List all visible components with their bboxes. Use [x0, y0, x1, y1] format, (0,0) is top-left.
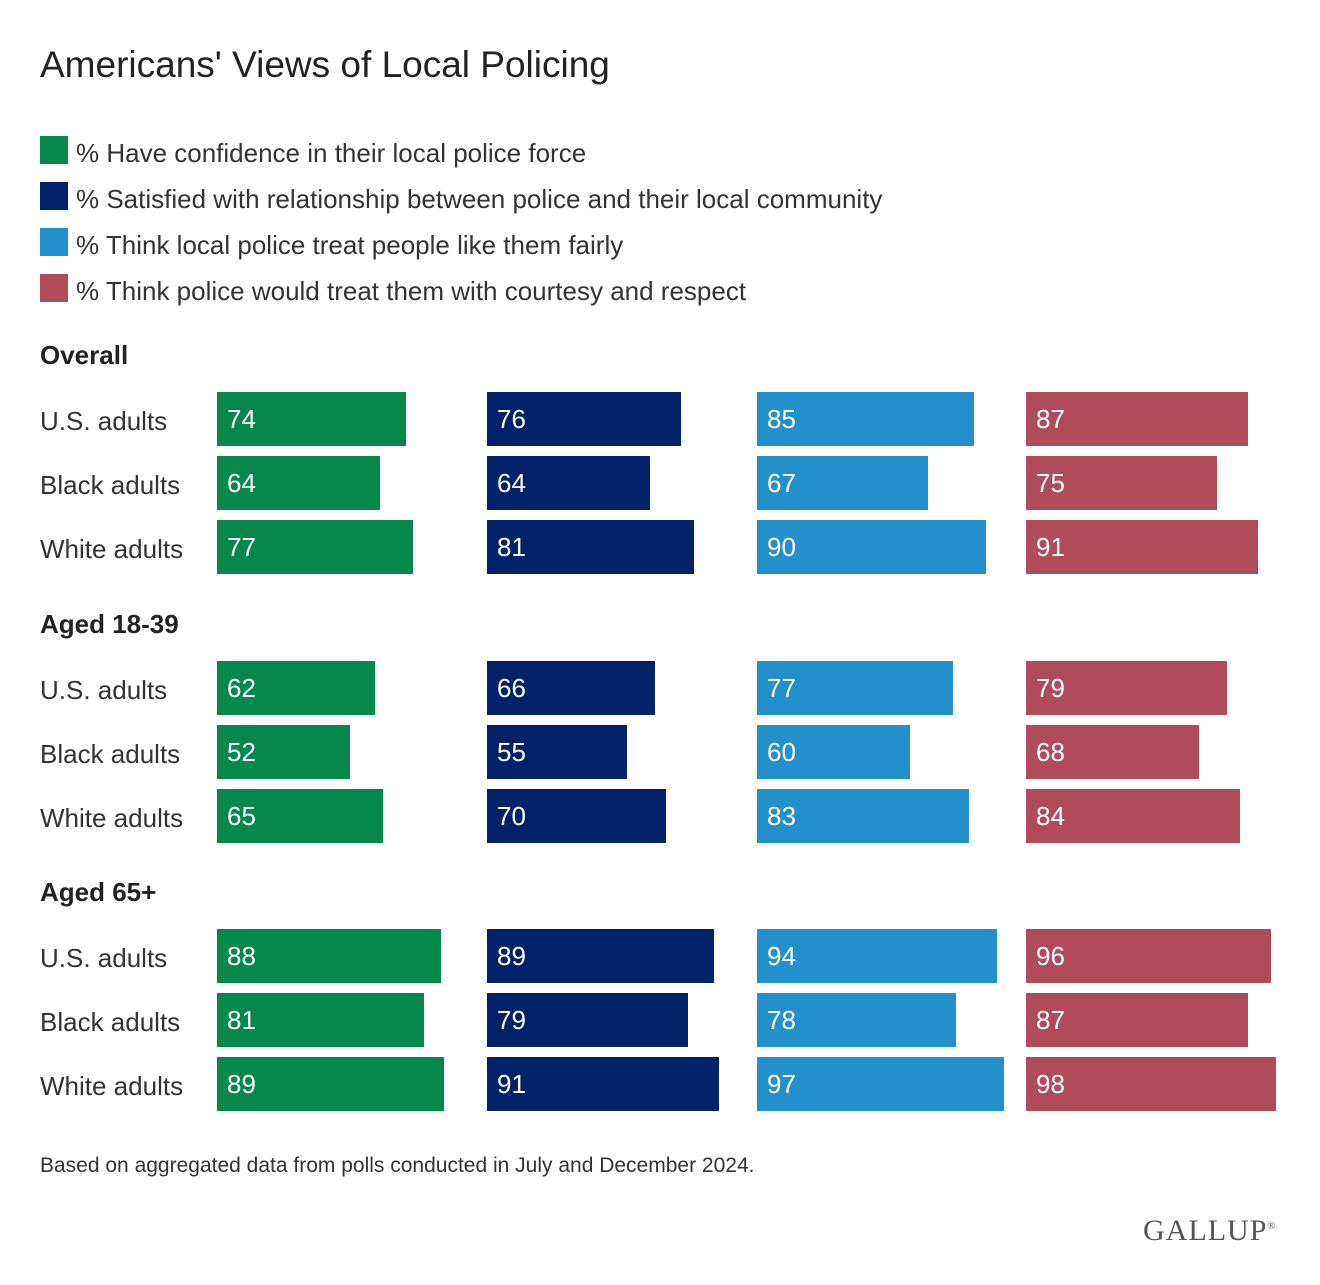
- logo-text: GALLUP: [1143, 1214, 1268, 1247]
- bar: 77: [757, 661, 953, 715]
- bar: 89: [217, 1057, 444, 1111]
- bar-value-label: 89: [227, 1069, 256, 1099]
- bar: 96: [1026, 929, 1271, 983]
- bar: 77: [217, 520, 413, 574]
- bar: 84: [1026, 789, 1240, 843]
- bar-value-label: 83: [767, 801, 796, 831]
- bar: 60: [757, 725, 910, 779]
- bar-value-label: 88: [227, 941, 256, 971]
- bar-value-label: 79: [1036, 673, 1065, 703]
- bar-value-label: 66: [497, 673, 526, 703]
- bar-value-label: 94: [767, 941, 796, 971]
- bar: 81: [217, 993, 424, 1047]
- bar-value-label: 55: [497, 737, 526, 767]
- legend-swatch: [40, 136, 68, 164]
- chart-title: Americans' Views of Local Policing: [40, 44, 610, 85]
- bar-value-label: 91: [1036, 532, 1065, 562]
- bar-value-label: 62: [227, 673, 256, 703]
- bar: 67: [757, 456, 928, 510]
- legend-label: % Satisfied with relationship between po…: [76, 184, 883, 214]
- bar: 94: [757, 929, 997, 983]
- bar: 85: [757, 392, 974, 446]
- row-label: U.S. adults: [40, 406, 168, 436]
- legend-label: % Have confidence in their local police …: [76, 138, 587, 168]
- bar-value-label: 91: [497, 1069, 526, 1099]
- bar-value-label: 64: [497, 468, 526, 498]
- group-title: Overall: [40, 340, 129, 370]
- bar-value-label: 84: [1036, 801, 1065, 831]
- bar-value-label: 60: [767, 737, 796, 767]
- bar-value-label: 75: [1036, 468, 1065, 498]
- bar-value-label: 81: [227, 1005, 256, 1035]
- bar-value-label: 67: [767, 468, 796, 498]
- gallup-logo: GALLUP®: [1143, 1214, 1276, 1248]
- bar-value-label: 98: [1036, 1069, 1065, 1099]
- bar-value-label: 77: [227, 532, 256, 562]
- legend-label: % Think local police treat people like t…: [76, 230, 624, 260]
- bar: 83: [757, 789, 969, 843]
- bar-value-label: 52: [227, 737, 256, 767]
- row-label: U.S. adults: [40, 943, 168, 973]
- bar: 97: [757, 1057, 1004, 1111]
- bar: 64: [217, 456, 380, 510]
- bar: 68: [1026, 725, 1199, 779]
- bar: 76: [487, 392, 681, 446]
- bar: 81: [487, 520, 694, 574]
- source-note: Based on aggregated data from polls cond…: [40, 1154, 755, 1177]
- bar-value-label: 97: [767, 1069, 796, 1099]
- bar: 89: [487, 929, 714, 983]
- bar-value-label: 74: [227, 404, 256, 434]
- row-label: Black adults: [40, 470, 181, 500]
- row-label: Black adults: [40, 1007, 181, 1037]
- bar: 91: [487, 1057, 719, 1111]
- bar: 90: [757, 520, 986, 574]
- bar: 65: [217, 789, 383, 843]
- bar-value-label: 70: [497, 801, 526, 831]
- bar-value-label: 78: [767, 1005, 796, 1035]
- bar-value-label: 85: [767, 404, 796, 434]
- row-label: U.S. adults: [40, 675, 168, 705]
- legend-swatch: [40, 274, 68, 302]
- group-title: Aged 65+: [40, 877, 157, 907]
- bar: 52: [217, 725, 350, 779]
- bar: 91: [1026, 520, 1258, 574]
- bar-value-label: 76: [497, 404, 526, 434]
- bar: 62: [217, 661, 375, 715]
- bar: 75: [1026, 456, 1217, 510]
- legend-label: % Think police would treat them with cou…: [76, 276, 747, 306]
- group-title: Aged 18-39: [40, 609, 179, 639]
- bar: 79: [1026, 661, 1227, 715]
- bar: 78: [757, 993, 956, 1047]
- bar-value-label: 65: [227, 801, 256, 831]
- row-label: White adults: [40, 1071, 184, 1101]
- bar: 88: [217, 929, 441, 983]
- bar: 70: [487, 789, 666, 843]
- registered-mark: ®: [1267, 1221, 1276, 1232]
- bar: 55: [487, 725, 627, 779]
- bar: 87: [1026, 993, 1248, 1047]
- bar-value-label: 81: [497, 532, 526, 562]
- bar: 79: [487, 993, 688, 1047]
- row-label: White adults: [40, 803, 184, 833]
- bar: 74: [217, 392, 406, 446]
- bar-value-label: 68: [1036, 737, 1065, 767]
- row-label: Black adults: [40, 739, 181, 769]
- bar-value-label: 89: [497, 941, 526, 971]
- legend-swatch: [40, 182, 68, 210]
- bar-value-label: 87: [1036, 404, 1065, 434]
- bar-value-label: 96: [1036, 941, 1065, 971]
- row-label: White adults: [40, 534, 184, 564]
- bar-value-label: 87: [1036, 1005, 1065, 1035]
- bar-value-label: 79: [497, 1005, 526, 1035]
- bar: 64: [487, 456, 650, 510]
- legend-swatch: [40, 228, 68, 256]
- bar: 98: [1026, 1057, 1276, 1111]
- bar-value-label: 64: [227, 468, 256, 498]
- bar-value-label: 90: [767, 532, 796, 562]
- bar-value-label: 77: [767, 673, 796, 703]
- bar: 66: [487, 661, 655, 715]
- bar: 87: [1026, 392, 1248, 446]
